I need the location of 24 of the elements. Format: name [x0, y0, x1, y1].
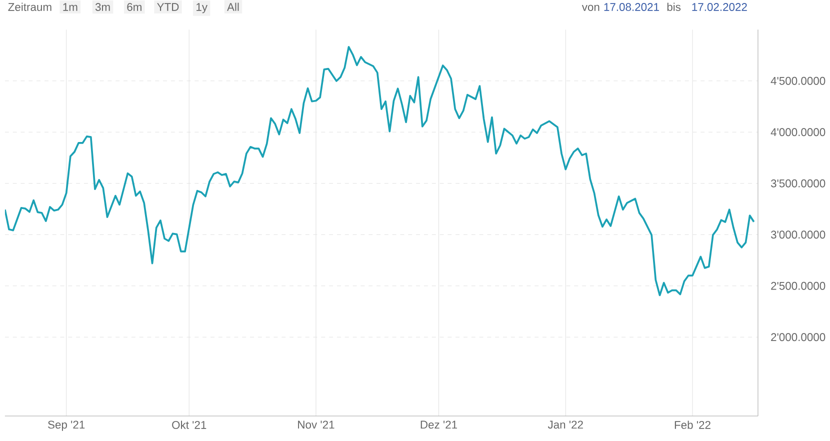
x-tick-label: Feb '22	[674, 420, 710, 430]
x-tick-label: Sep '21	[48, 420, 85, 431]
x-tick-label: Okt '21	[172, 420, 206, 430]
y-tick-label: 3'000.0000	[770, 230, 826, 239]
line-series	[4, 46, 755, 296]
text: 17.02.2022	[692, 3, 747, 12]
y-tick-label: 4'500.0000	[770, 77, 826, 85]
x-tick-label: Dez '21	[420, 420, 458, 429]
text: Zeitraum	[8, 2, 52, 12]
text: 1m	[63, 3, 78, 11]
text: 3m	[95, 3, 110, 12]
y-tick-label: 3'500.0000	[770, 180, 826, 188]
y-tick-label: 2'000.0000	[771, 333, 826, 342]
text: YTD	[157, 3, 179, 11]
x-tick-label: Nov '21	[298, 420, 334, 429]
text: 1y	[196, 3, 208, 14]
text: 17.08.2021	[604, 3, 659, 12]
text: bis	[667, 2, 681, 12]
text: 6m	[127, 3, 142, 12]
x-tick-label: Jan '22	[548, 420, 583, 429]
text: All	[227, 2, 239, 11]
y-tick-label: 4'000.0000	[770, 128, 826, 136]
y-tick-label: 2'500.0000	[771, 282, 826, 290]
text: von	[582, 4, 600, 12]
